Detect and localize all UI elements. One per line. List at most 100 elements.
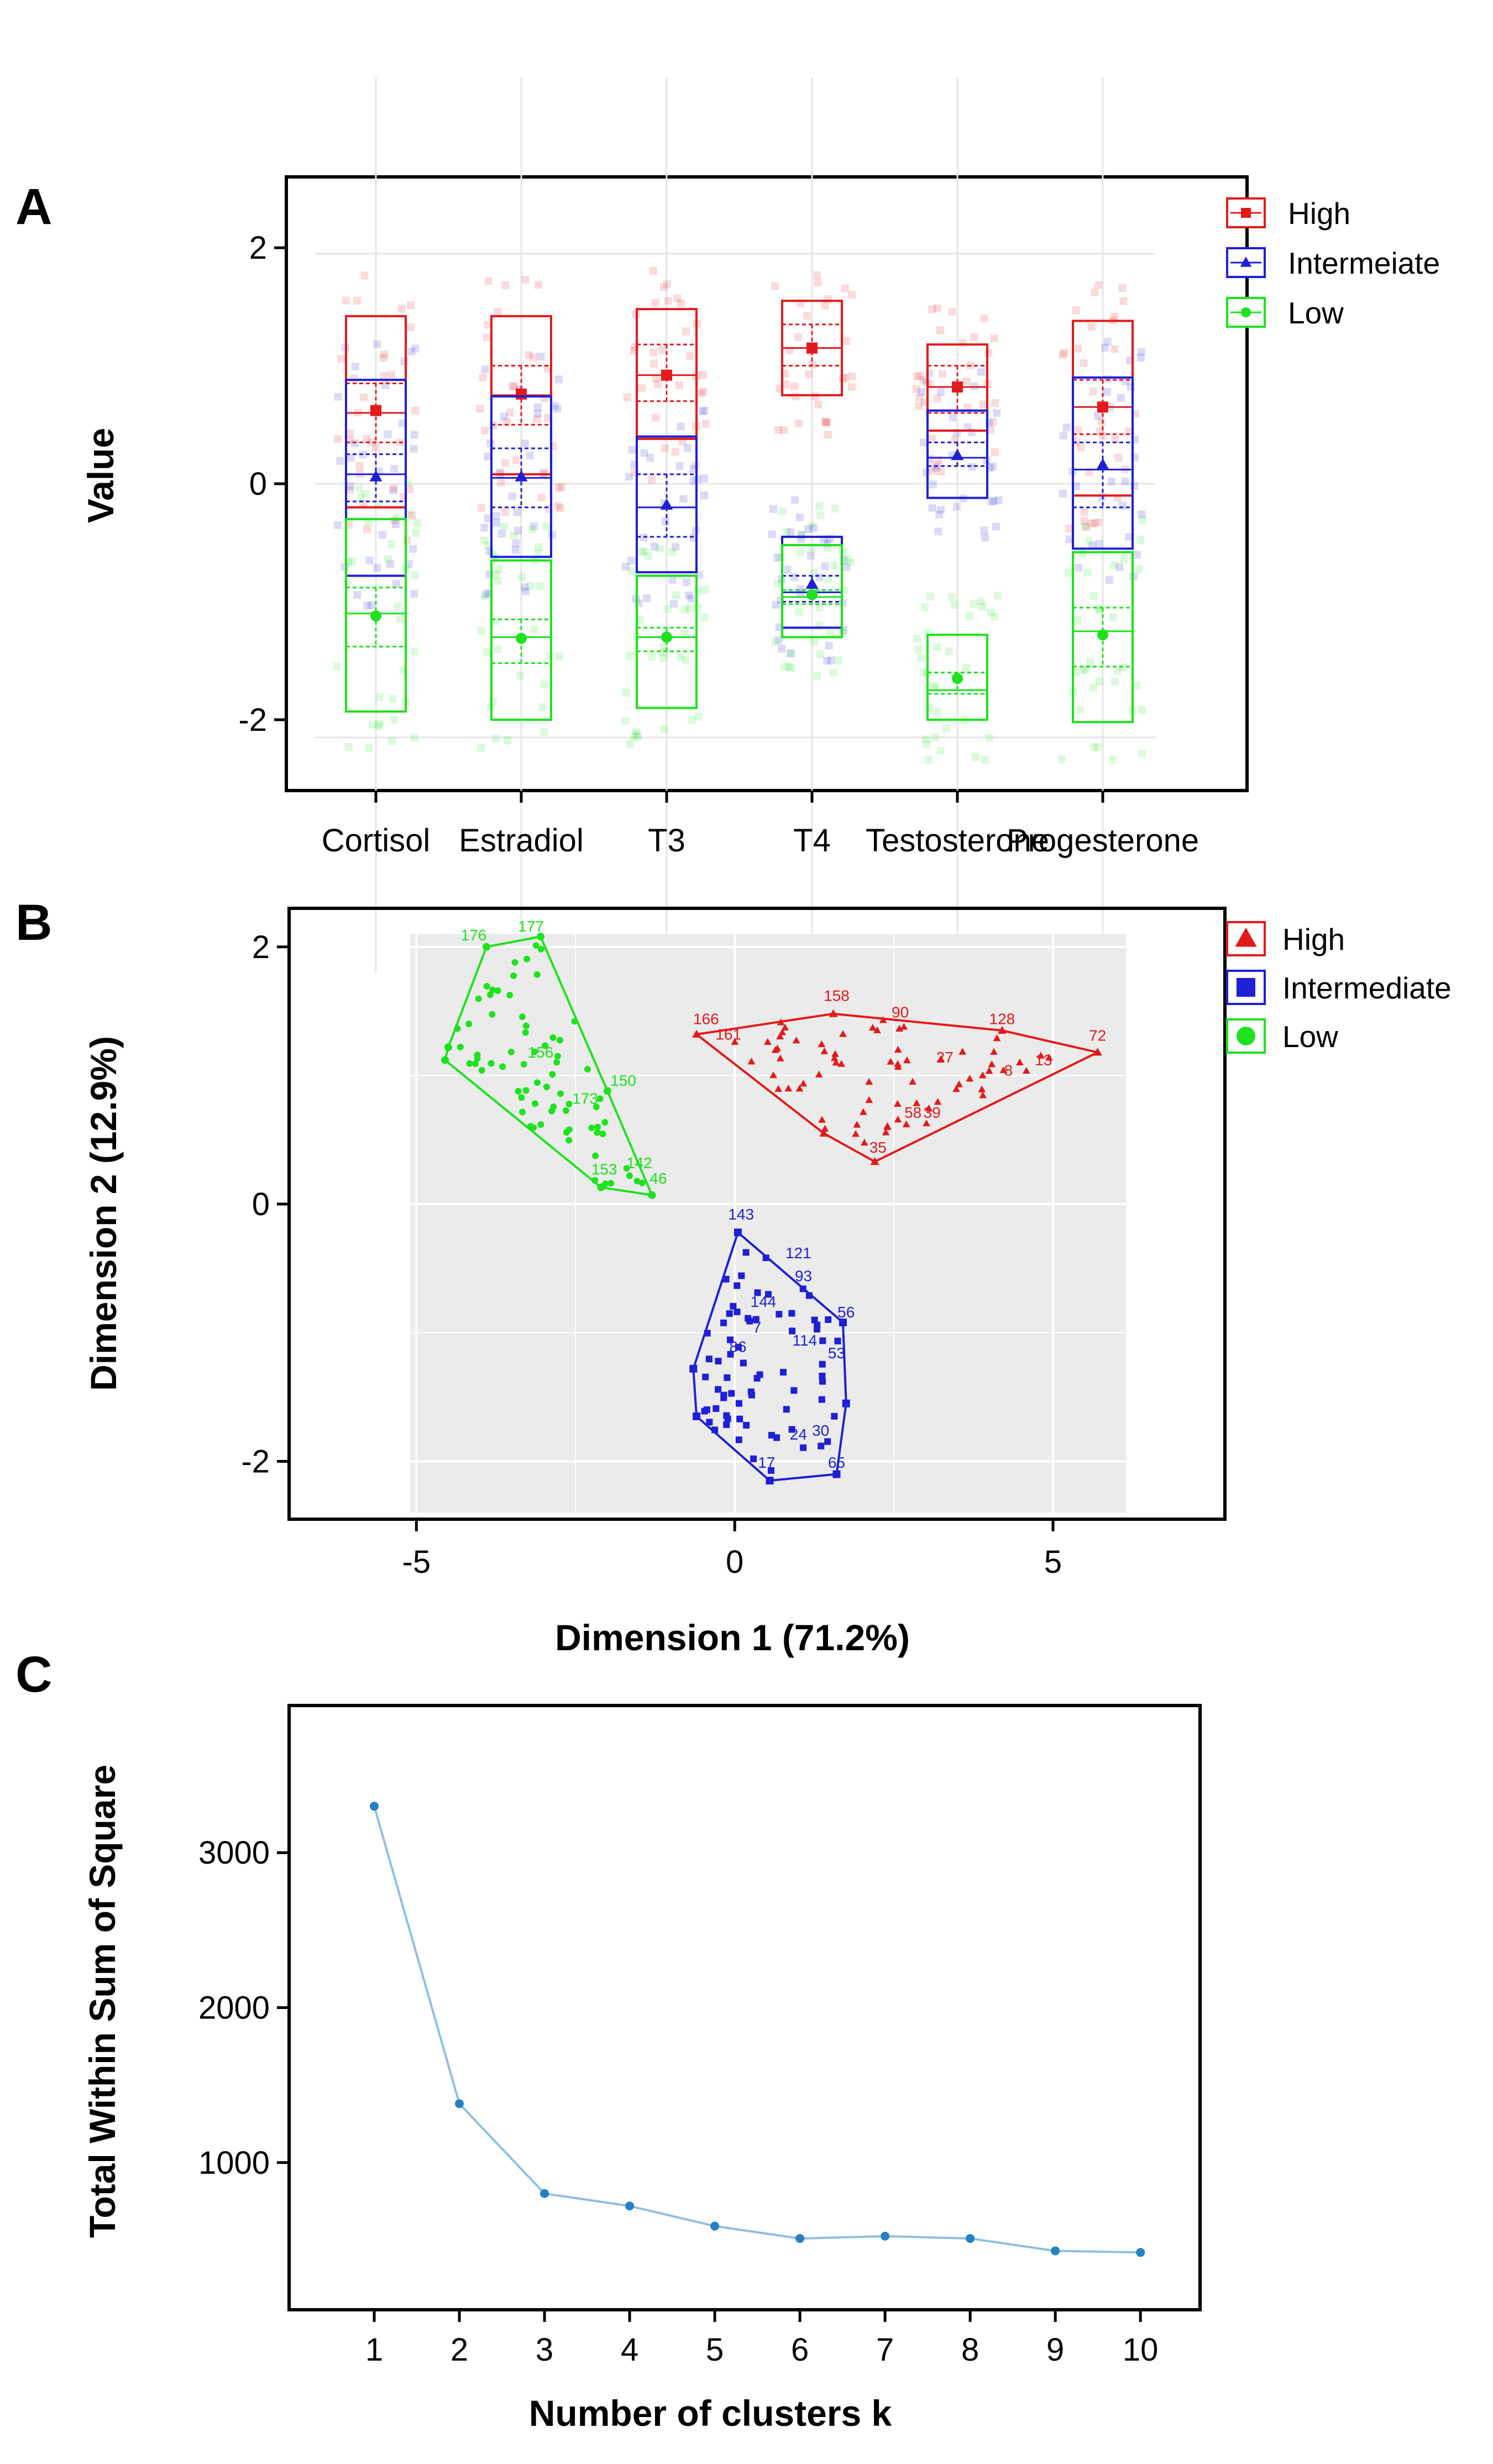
panel-a-jitter-point	[1059, 351, 1067, 359]
panel-a-jitter-point	[1087, 322, 1096, 331]
panel-b-point	[979, 1091, 987, 1098]
panel-a-jitter-point	[675, 462, 684, 470]
panel-b-point	[799, 1079, 808, 1087]
panel-a-jitter-point	[913, 635, 921, 643]
panel-b-point	[531, 1048, 538, 1055]
panel-a-jitter-point	[962, 664, 971, 672]
panel-c-x-tick-label: 2	[450, 2332, 468, 2368]
panel-b-point	[557, 1037, 564, 1044]
panel-a-jitter-point	[540, 728, 548, 736]
panel-b-point-label: 53	[828, 1345, 845, 1362]
panel-a-jitter-point	[675, 381, 683, 389]
panel-a-jitter-point	[922, 735, 930, 743]
panel-a-jitter-point	[353, 590, 362, 599]
panel-b-point	[839, 1030, 847, 1037]
panel-b-point	[522, 1087, 530, 1094]
panel-a-jitter-point	[664, 297, 672, 305]
panel-b-point	[472, 1060, 479, 1068]
panel-a-jitter-point	[672, 591, 680, 599]
panel-a-jitter-point	[554, 484, 563, 492]
panel-a-mean-marker	[951, 448, 964, 461]
panel-b-point-label: 142	[626, 1154, 652, 1171]
panel-a-jitter-point	[936, 326, 945, 334]
panel-b-point	[531, 1100, 538, 1107]
panel-a-grid	[315, 77, 1155, 973]
panel-a-jitter-point	[500, 522, 508, 531]
panel-a-jitter-point	[521, 440, 529, 448]
panel-a-jitter-point	[390, 715, 399, 724]
panel-a-jitter-point	[682, 578, 690, 586]
panel-a-jitter-point	[491, 616, 500, 625]
panel-a-jitter-point	[521, 276, 530, 284]
panel-b-point	[594, 1129, 601, 1136]
panel-b-point-label: 144	[751, 1293, 777, 1310]
panel-a-jitter-point	[501, 459, 510, 467]
panel-b-point	[693, 1412, 701, 1420]
panel-b-point	[593, 1103, 600, 1111]
panel-a-jitter-point	[1058, 755, 1066, 763]
panel-b-point	[883, 1122, 892, 1129]
panel-b-point	[522, 1022, 530, 1029]
panel-a-jitter-point	[939, 370, 947, 378]
panel-b-point-labels: 166 158 161 90 128 72 13 8 35 58 39 27 143 121 93 144 7 5…	[461, 918, 1107, 1471]
panel-a-jitter-point	[700, 406, 709, 415]
panel-a-jitter-point	[699, 407, 707, 415]
panel-b-point	[549, 1071, 556, 1078]
panel-a-jitter-point	[673, 294, 682, 302]
panel-a-jitter-point	[357, 493, 365, 501]
panel-b-point	[444, 1043, 452, 1051]
panel-b-point	[736, 1415, 743, 1422]
panel-a-jitter-point	[480, 426, 489, 435]
panel-a-jitter-point	[344, 743, 353, 751]
panel-b-point	[764, 1291, 772, 1298]
panel-a-jitter-point	[534, 281, 542, 289]
panel-a-jitter-point	[683, 444, 692, 452]
panel-a-jitter-point	[396, 615, 405, 623]
panel-a-jitter-point	[980, 314, 988, 322]
panel-b-point	[705, 1356, 713, 1363]
panel-a-jitter-point	[951, 601, 959, 609]
panel-a: A -2 0 2 Cortisol Estradiol T3 T4 TestosteroneP…	[15, 77, 1440, 973]
panel-a-jitter-point	[1075, 563, 1083, 572]
panel-a-y-tick-label: -2	[238, 702, 267, 738]
panel-a-jitter-point	[803, 312, 811, 320]
panel-a-jitter-point	[352, 363, 360, 371]
panel-a-jitter-point	[953, 503, 961, 511]
panel-a-jitter-point	[920, 603, 929, 611]
panel-b-legend: High Intermediate Low	[1226, 921, 1452, 1054]
panel-a-jitter-point	[411, 344, 419, 353]
panel-b-point	[441, 1056, 449, 1064]
panel-b-point	[788, 1310, 795, 1317]
panel-b-point	[820, 1047, 829, 1054]
panel-b-point	[518, 1094, 525, 1101]
panel-a-jitter-point	[345, 430, 354, 438]
panel-a-jitter-point	[628, 446, 636, 454]
panel-a-jitter-point	[769, 505, 777, 513]
panel-a-jitter-point	[1086, 658, 1094, 667]
panel-b-point	[764, 1038, 772, 1045]
panel-a-jitter-point	[518, 573, 526, 582]
panel-a-jitter-point	[637, 548, 646, 556]
panel-a-jitter-point	[644, 552, 652, 561]
panel-c-y-tick-label: 3000	[198, 1835, 270, 1871]
panel-a-jitter-point	[651, 542, 659, 551]
panel-a-mean-marker	[952, 381, 963, 393]
panel-a-jitter-point	[928, 504, 936, 512]
panel-a-jitter-point	[947, 593, 956, 601]
panel-a-jitter-point	[682, 327, 690, 336]
panel-a-jitter-point	[405, 560, 413, 568]
panel-b-point-label: 143	[728, 1206, 754, 1223]
panel-b-point-label: 17	[758, 1454, 775, 1471]
panel-a-jitter-point	[634, 733, 642, 741]
panel-a-jitter-point	[694, 603, 702, 611]
panel-a-jitter-point	[659, 654, 668, 662]
panel-a-jitter-point	[1091, 519, 1099, 527]
panel-a-jitter-point	[556, 504, 564, 512]
panel-a-jitter-point	[334, 521, 342, 529]
panel-a-jitter-point	[493, 519, 501, 527]
panel-a-jitter-point	[407, 347, 416, 355]
panel-a-jitter-point	[476, 405, 484, 413]
panel-a-jitter-point	[643, 594, 651, 603]
panel-a-jitter-point	[513, 508, 521, 516]
panel-a-jitter-point	[1089, 592, 1098, 600]
